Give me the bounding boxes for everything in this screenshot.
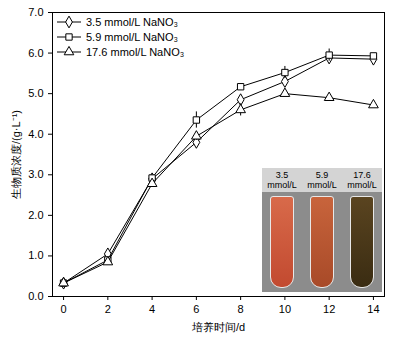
svg-text:2: 2 <box>105 303 111 315</box>
svg-text:5.0: 5.0 <box>28 87 43 99</box>
svg-text:3.0: 3.0 <box>28 168 43 180</box>
svg-text:7.0: 7.0 <box>28 6 43 18</box>
svg-text:4: 4 <box>149 303 155 315</box>
svg-text:2.0: 2.0 <box>28 209 43 221</box>
html-text:17.6 mmol/L NaNO₃: 17.6 mmol/L NaNO₃ <box>86 45 185 58</box>
html-text:5.9 mmol/L NaNO₃: 5.9 mmol/L NaNO₃ <box>86 30 179 43</box>
html-text:17.6 mmol/L: 17.6 mmol/L <box>347 170 377 190</box>
svg-text:1.0: 1.0 <box>28 249 43 261</box>
html-text:3.5 mmol/L: 3.5 mmol/L <box>267 170 297 190</box>
svg-text:14: 14 <box>367 303 379 315</box>
svg-text:10: 10 <box>279 303 291 315</box>
svg-text:8: 8 <box>238 303 244 315</box>
html-text:5.9 mmol/L: 5.9 mmol/L <box>307 170 337 190</box>
svg-text:0.0: 0.0 <box>28 290 43 302</box>
svg-text:0: 0 <box>61 303 67 315</box>
svg-text:6: 6 <box>193 303 199 315</box>
svg-text:12: 12 <box>323 303 335 315</box>
svg-text:4.0: 4.0 <box>28 128 43 140</box>
html-text:3.5 mmol/L NaNO₃: 3.5 mmol/L NaNO₃ <box>86 15 179 28</box>
svg-text:培养时间/d: 培养时间/d <box>191 321 245 333</box>
svg-text:生物质浓度/(g·L⁻¹): 生物质浓度/(g·L⁻¹) <box>10 110 22 199</box>
svg-text:6.0: 6.0 <box>28 47 43 59</box>
